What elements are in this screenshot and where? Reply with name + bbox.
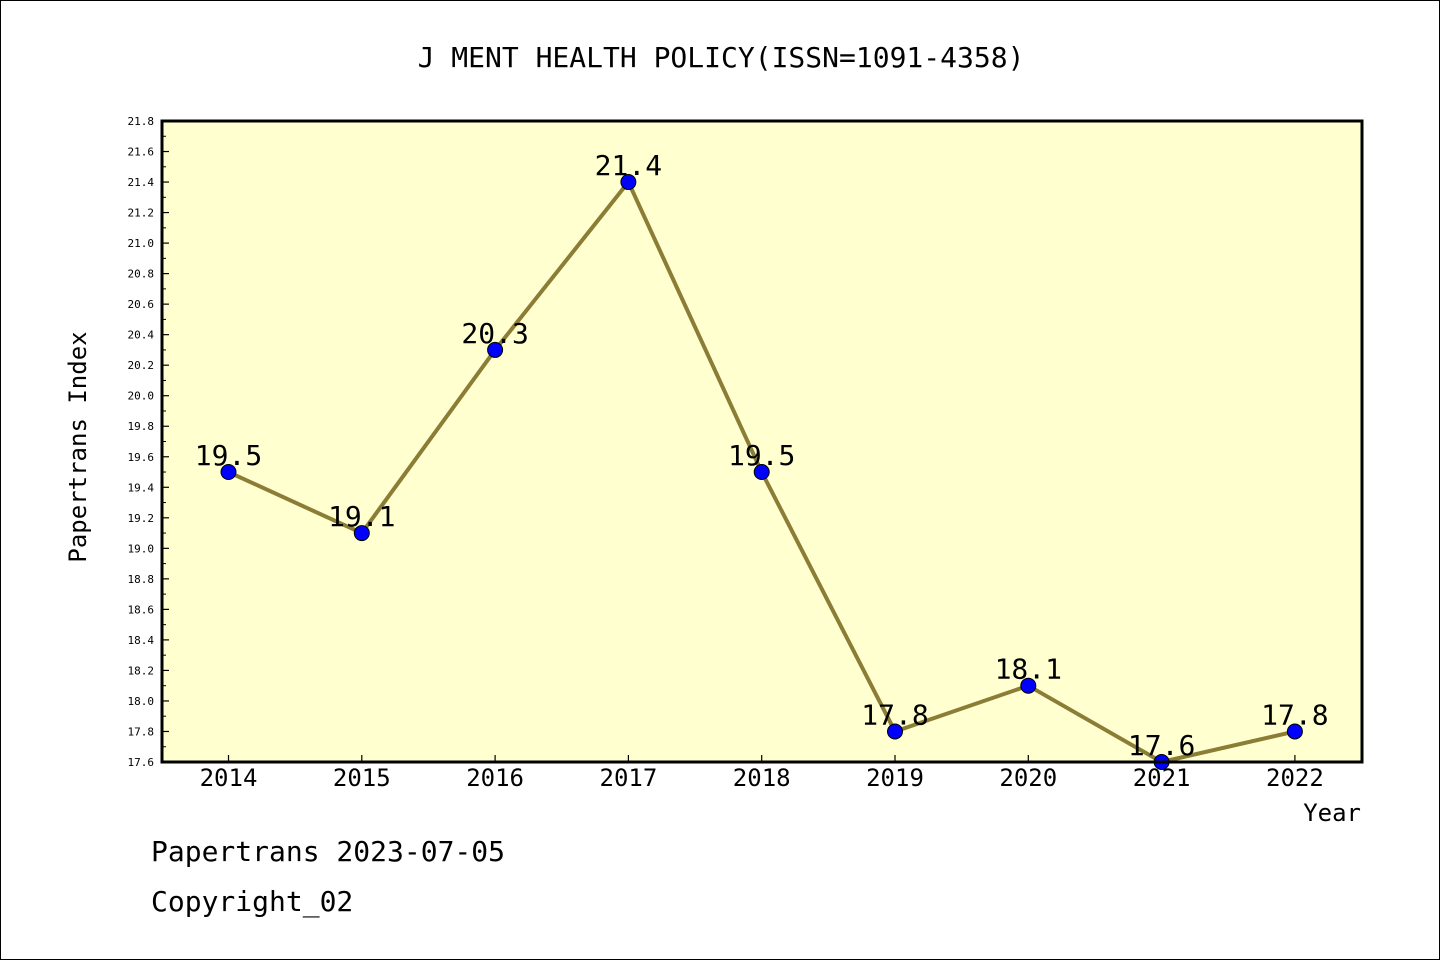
y-tick-label: 19.6 (128, 451, 155, 464)
y-tick-label: 18.6 (128, 603, 155, 616)
data-point (353, 525, 370, 542)
data-point (487, 341, 504, 358)
data-point (753, 464, 770, 481)
y-tick-label: 21.2 (128, 207, 155, 220)
footer-date: Papertrans 2023-07-05 (151, 835, 506, 868)
y-tick-label: 19.2 (128, 512, 155, 525)
y-tick-label: 20.6 (128, 298, 155, 311)
y-tick-label: 17.8 (128, 725, 155, 738)
data-label: 19.5 (195, 439, 262, 472)
y-tick-label: 18.2 (128, 664, 155, 677)
y-axis: 17.6 17.8 18.0 18.2 18.4 18.6 18.8 19.0 19.2 19.4… (128, 115, 169, 769)
data-label: 17.8 (861, 698, 928, 731)
x-tick-label: 2017 (600, 764, 658, 792)
y-axis-label: Papertrans Index (64, 331, 92, 562)
y-tick-label: 18.0 (128, 695, 155, 708)
y-tick-label: 19.4 (128, 481, 155, 494)
x-tick-label: 2018 (733, 764, 791, 792)
x-tick-label: 2015 (333, 764, 391, 792)
data-point (1020, 677, 1037, 694)
data-label: 17.8 (1261, 698, 1328, 731)
chart-title: J MENT HEALTH POLICY(ISSN=1091-4358) (418, 41, 1025, 74)
y-tick-label: 21.6 (128, 146, 155, 159)
plot-area (162, 121, 1362, 762)
data-label: 19.1 (328, 500, 395, 533)
y-tick-label: 20.8 (128, 268, 155, 281)
x-tick-label: 2019 (866, 764, 924, 792)
footer-copyright: Copyright_02 (151, 885, 354, 918)
data-point (1286, 723, 1303, 740)
data-point (887, 723, 903, 740)
data-label: 19.5 (728, 439, 795, 472)
y-tick-label: 18.4 (128, 634, 155, 647)
y-tick-label: 18.8 (128, 573, 155, 586)
y-tick-label: 21.4 (128, 176, 155, 189)
data-label: 18.1 (995, 653, 1062, 686)
y-tick-label: 17.6 (128, 756, 155, 769)
data-label: 17.6 (1128, 729, 1195, 762)
y-tick-label: 20.4 (128, 329, 155, 342)
x-tick-label: 2020 (999, 764, 1057, 792)
x-axis: 2014 2015 2016 2017 2018 2019 2020 2021 2022 (200, 755, 1324, 792)
plot-border (160, 119, 1364, 764)
x-axis-label: Year (1303, 799, 1361, 827)
data-point (620, 174, 637, 191)
x-tick-label: 2014 (200, 764, 258, 792)
x-tick-label: 2016 (466, 764, 524, 792)
y-tick-label: 20.2 (128, 359, 155, 372)
y-tick-label: 21.8 (128, 115, 155, 128)
data-labels: 19.5 19.1 20.3 21.4 19.5 17.8 18.1 17.6 17.8 (195, 149, 1329, 762)
y-tick-label: 20.0 (128, 390, 155, 403)
y-tick-label: 19.8 (128, 420, 155, 433)
y-tick-label: 21.0 (128, 237, 155, 250)
data-label: 21.4 (595, 149, 662, 182)
data-point (220, 464, 237, 481)
data-label: 20.3 (461, 317, 528, 350)
y-tick-label: 19.0 (128, 542, 155, 555)
x-tick-label: 2022 (1266, 764, 1324, 792)
